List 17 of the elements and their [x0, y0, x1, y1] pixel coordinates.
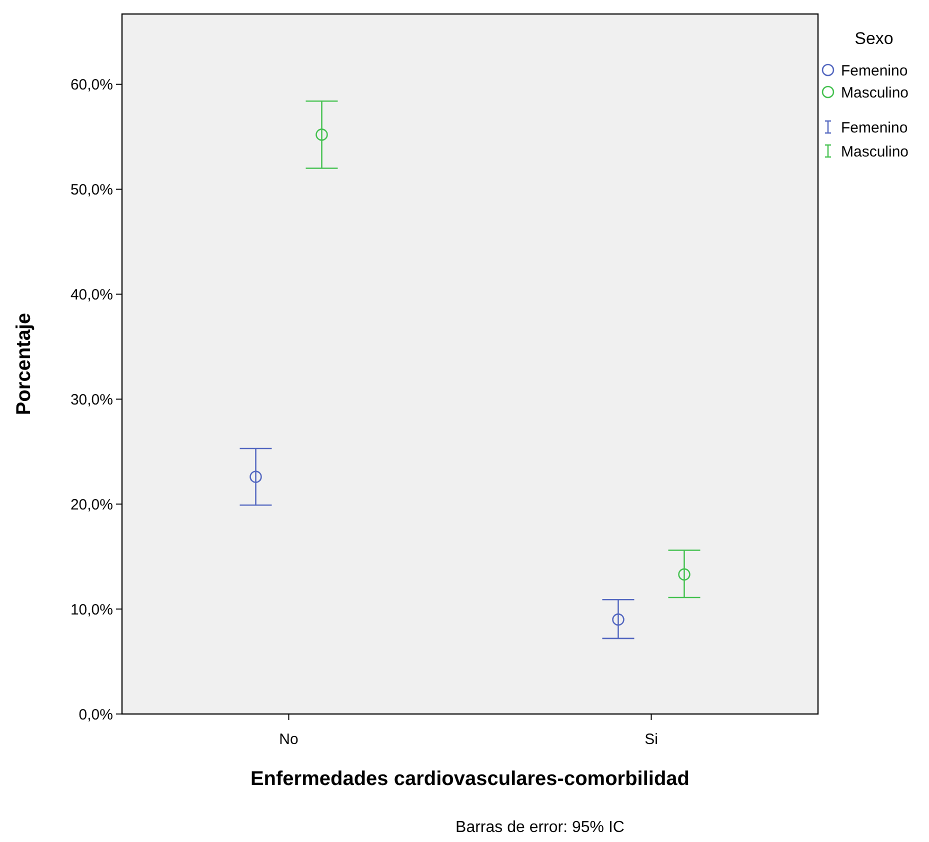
text: Masculino [841, 84, 909, 102]
text: Femenino [841, 62, 908, 80]
y-tick-label: 60,0% [70, 76, 113, 94]
y-tick-label: 20,0% [70, 496, 113, 514]
y-tick-label: 0,0% [78, 706, 113, 724]
text: Barras de error: 95% IC [456, 819, 624, 836]
legend-label: Femenino [841, 119, 908, 136]
y-axis-title: Porcentaje [13, 312, 35, 416]
legend-label: Masculino [841, 143, 909, 160]
y-tick-label: 40,0% [70, 286, 113, 304]
x-tick-label: Si [644, 731, 658, 748]
y-tick-label: 50,0% [70, 182, 113, 199]
legend-title: Sexo [854, 29, 894, 48]
y-tick-label: 10,0% [70, 601, 113, 618]
y-tick-label: 30,0% [70, 391, 113, 408]
x-tick-label: No [279, 731, 298, 748]
x-axis-title: Enfermedades cardiovasculares-comorbilidad [250, 768, 690, 790]
